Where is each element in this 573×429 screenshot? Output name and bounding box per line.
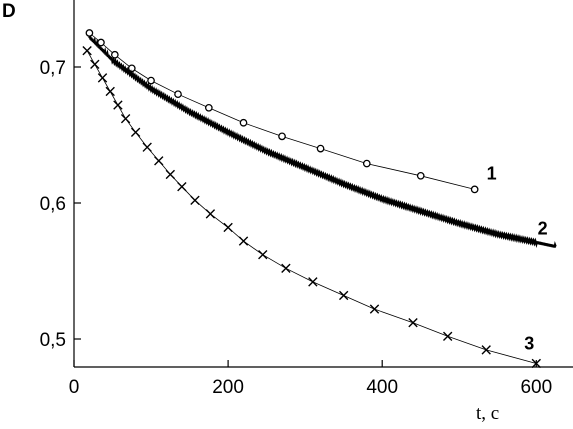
series-group: 1 2 3 xyxy=(82,29,557,369)
data-point xyxy=(174,90,182,99)
data-point xyxy=(154,156,164,166)
data-point xyxy=(442,331,453,341)
ticks: 0 200 400 600 0,5 0,6 0,7 xyxy=(40,58,553,398)
data-point xyxy=(105,86,115,97)
x-tick-label: 200 xyxy=(212,377,244,398)
series-line xyxy=(88,36,557,249)
data-point xyxy=(190,195,200,205)
data-point xyxy=(223,222,233,233)
series-1: 1 xyxy=(85,29,497,194)
y-tick-label: 0,7 xyxy=(40,58,66,79)
data-point xyxy=(308,277,318,287)
series-label: 2 xyxy=(538,219,548,239)
y-tick-label: 0,6 xyxy=(40,194,66,215)
data-point xyxy=(481,345,491,355)
data-point xyxy=(281,263,291,273)
x-tick-label: 0 xyxy=(69,377,80,398)
data-point xyxy=(408,317,418,328)
data-point xyxy=(165,169,176,180)
series-label: 1 xyxy=(487,163,497,183)
y-tick-label: 0,5 xyxy=(40,330,66,351)
data-point xyxy=(142,142,152,152)
x-axis-label: t, c xyxy=(476,403,499,424)
data-point xyxy=(97,73,108,83)
data-point xyxy=(147,76,155,85)
data-point xyxy=(90,59,100,69)
x-tick-label: 400 xyxy=(366,377,398,398)
data-point xyxy=(278,132,286,141)
series-line xyxy=(89,32,475,190)
data-point xyxy=(338,290,349,301)
data-point xyxy=(362,159,371,168)
data-point xyxy=(110,50,119,59)
x-tick-label: 600 xyxy=(520,377,552,398)
data-point xyxy=(120,113,131,124)
data-point xyxy=(177,181,187,192)
axes xyxy=(73,0,573,368)
data-point xyxy=(416,171,425,180)
data-point xyxy=(82,45,92,56)
series-3: 3 xyxy=(82,45,541,369)
data-point xyxy=(205,209,216,219)
data-point xyxy=(130,127,141,137)
series-line xyxy=(86,50,537,364)
y-axis-label: D xyxy=(2,1,16,22)
data-point xyxy=(239,118,248,127)
data-point xyxy=(531,358,541,369)
data-point xyxy=(127,64,136,73)
data-point xyxy=(258,249,268,260)
data-point xyxy=(238,236,249,246)
data-point xyxy=(113,100,123,110)
data-point xyxy=(470,185,479,194)
data-point xyxy=(316,144,325,153)
series-2: 2 xyxy=(88,36,557,249)
data-point xyxy=(204,103,213,112)
series-label: 3 xyxy=(524,333,534,353)
data-point xyxy=(369,304,380,314)
data-point xyxy=(85,29,94,37)
